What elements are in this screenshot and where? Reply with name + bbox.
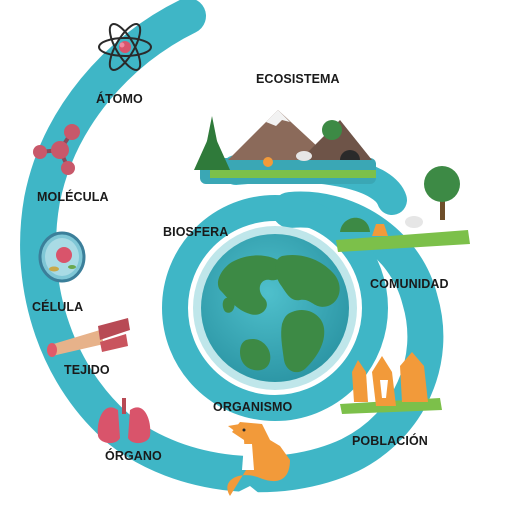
spiral-band bbox=[20, 0, 444, 493]
cell-icon bbox=[38, 231, 86, 283]
meadow-community-icon bbox=[336, 166, 470, 252]
lungs-icon bbox=[97, 398, 151, 444]
molecule-icon bbox=[33, 124, 80, 175]
earth-globe-icon bbox=[201, 234, 349, 382]
label-atomo: ÁTOMO bbox=[96, 92, 143, 106]
label-biosfera: BIOSFERA bbox=[163, 225, 229, 239]
fox-group-icon bbox=[340, 352, 442, 414]
label-molecula: MOLÉCULA bbox=[37, 190, 109, 204]
label-comunidad: COMUNIDAD bbox=[370, 277, 449, 291]
label-celula: CÉLULA bbox=[32, 300, 84, 314]
label-organismo: ORGANISMO bbox=[213, 400, 293, 414]
label-poblacion: POBLACIÓN bbox=[352, 434, 428, 448]
fox-icon bbox=[227, 422, 290, 499]
label-organo: ÓRGANO bbox=[105, 449, 162, 463]
label-tejido: TEJIDO bbox=[64, 363, 110, 377]
muscle-tissue-icon bbox=[47, 318, 130, 357]
label-ecosistema: ECOSISTEMA bbox=[256, 72, 340, 86]
mountain-lake-ecosystem-icon bbox=[194, 110, 376, 184]
atom-icon bbox=[98, 23, 152, 71]
biosphere-ring bbox=[162, 195, 388, 421]
